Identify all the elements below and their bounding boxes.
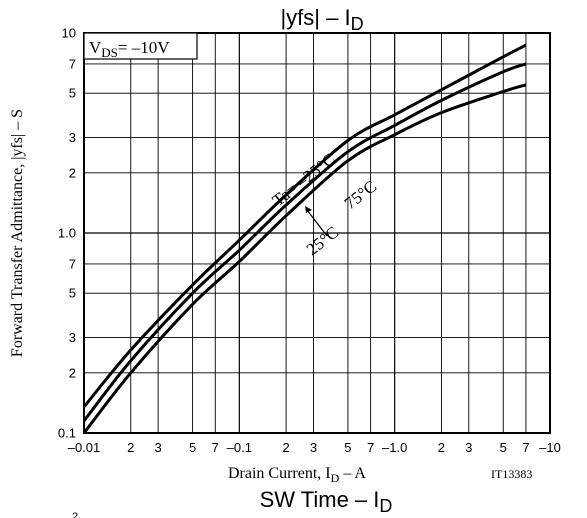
y-tick-label: 2: [69, 365, 76, 380]
x-tick-label: –0.01: [68, 440, 101, 455]
series-line-2: [82, 83, 527, 434]
x-tick-label: –1.0: [382, 440, 407, 455]
chart-title: |yfs| – ID: [280, 5, 363, 34]
x-tick-label: 3: [154, 440, 161, 455]
series-label-75: 75°C: [341, 177, 380, 214]
next-chart-fragment: 2: [72, 511, 78, 518]
y-tick-label: 5: [69, 286, 76, 301]
y-tick-label: 2: [69, 165, 76, 180]
y-tick-label: 3: [69, 330, 76, 345]
x-tick-label: 2: [282, 440, 289, 455]
y-tick-label: 3: [69, 130, 76, 145]
series-layer: [82, 43, 527, 434]
x-tick-label: 7: [367, 440, 374, 455]
chart-title-main: |yfs| – I: [280, 5, 350, 30]
y-tick-label: 0.1: [58, 426, 76, 441]
x-tick-labels: –0.01 2 3 5 7 –0.1 2 3 5 7 –1.0 2 3 5 7 –10: [68, 440, 561, 455]
y-tick-label: 1.0: [58, 226, 76, 241]
figure-code: IT13383: [491, 467, 532, 481]
condition-label: VDS= –10V: [89, 38, 170, 60]
x-tick-label: –0.1: [227, 440, 252, 455]
x-tick-label: –10: [539, 440, 561, 455]
y-tick-label: 10: [62, 26, 76, 41]
chart-title-subscript: D: [351, 14, 364, 34]
series-label-25-pointer: [306, 209, 328, 237]
x-tick-label: 7: [522, 440, 529, 455]
plot-frame: [83, 32, 551, 434]
y-tick-label: 5: [69, 86, 76, 101]
x-tick-label: 5: [344, 440, 351, 455]
x-tick-label: 2: [438, 440, 445, 455]
next-chart-title: SW Time – ID: [260, 487, 393, 516]
y-axis-label: Forward Transfer Admittance, |yfs| – S: [9, 109, 26, 357]
x-tick-label: 3: [310, 440, 317, 455]
series-line-0: [82, 43, 527, 408]
x-axis-label: Drain Current, ID – A: [228, 465, 366, 485]
x-tick-label: 5: [189, 440, 196, 455]
condition-box: [83, 32, 198, 60]
x-tick-label: 2: [127, 440, 134, 455]
y-tick-label: 7: [69, 256, 76, 271]
x-tick-label: 7: [212, 440, 219, 455]
series-label-25: 25°C: [303, 223, 342, 260]
series-line-1: [82, 62, 527, 422]
series-label-25-arrowhead: [305, 206, 312, 213]
x-tick-label: 5: [500, 440, 507, 455]
y-tick-labels: 0.1 2 3 5 7 1.0 2 3 5 7 10: [58, 26, 76, 441]
y-tick-label: 7: [69, 56, 76, 71]
x-tick-label: 3: [465, 440, 472, 455]
